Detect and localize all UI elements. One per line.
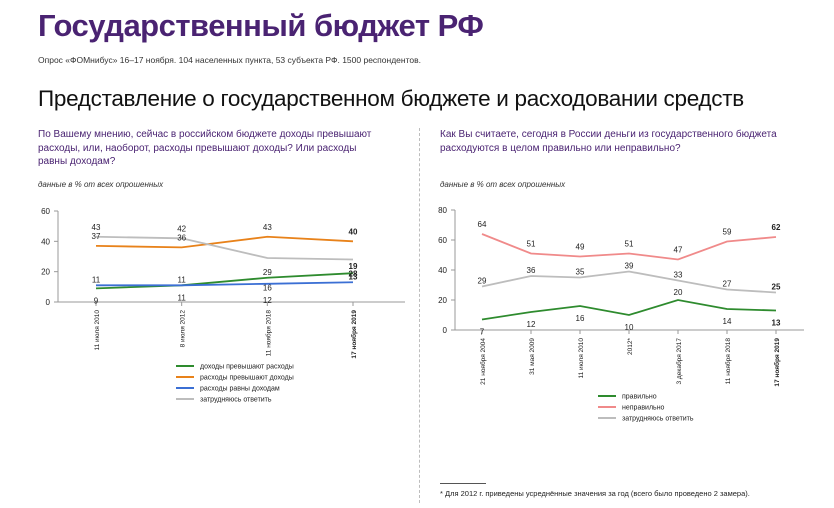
chart1-series-line [481,299,777,321]
chart1-x-tick-label: 17 ноября 2019 [773,338,781,387]
chart1-legend-label: правильно [622,394,657,401]
chart0-data-label: 36 [177,233,186,242]
chart0-data-label: 40 [349,227,358,236]
chart0-series-line [95,235,354,249]
left-question: По Вашему мнению, сейчас в российском бю… [38,129,372,167]
chart1-data-label: 12 [527,320,536,329]
chart1-data-label: 49 [576,243,585,252]
column-divider [419,128,420,503]
survey-subtitle: Опрос «ФОМнибус» 16–17 ноября. 104 насел… [38,55,421,65]
chart1-legend-label: неправильно [622,405,665,412]
chart1-data-label: 36 [527,266,536,275]
chart1-data-label: 29 [478,277,487,286]
chart1-y-tick-label: 20 [438,296,447,305]
chart1-y-tick-label: 0 [443,326,448,335]
chart1-y-tick-label: 60 [438,236,447,245]
chart1-y-tick-label: 80 [438,206,447,215]
chart1-x-tick-label: 11 ноября 2018 [724,338,732,385]
chart1-data-label: 59 [723,228,732,237]
chart1-data-label: 47 [674,246,683,255]
chart1-x-tick-label: 2012* [627,338,634,355]
chart0-data-label: 43 [263,223,272,232]
chart0-data-label: 11 [92,275,101,284]
chart1-data-label: 64 [478,220,487,229]
chart1-x-tick-label: 31 мая 2009 [529,338,536,375]
chart1-series-line [481,270,777,294]
chart1-data-label: 51 [625,240,634,249]
page-title: Государственный бюджет РФ [38,8,484,43]
chart0-x-tick-label: 11 июля 2010 [94,310,101,351]
chart1-data-label: 35 [576,268,585,277]
chart1-data-label: 13 [772,319,781,328]
chart1-y-tick-label: 40 [438,266,447,275]
right-question: Как Вы считаете, сегодня в России деньги… [440,129,777,154]
chart0-data-label: 13 [349,272,358,281]
chart0-data-label: 11 [178,293,187,302]
section-title: Представление о государственном бюджете … [38,86,744,111]
chart0-x-tick-label: 11 ноября 2018 [264,310,272,357]
chart1-data-label: 16 [576,314,585,323]
chart1-data-label: 14 [723,317,732,326]
chart0-data-label: 37 [92,232,101,241]
chart1-data-label: 27 [723,280,732,289]
chart0-series-line [95,235,354,261]
chart0-y-tick-label: 0 [46,298,51,307]
right-units-note: данные в % от всех опрошенных [440,180,566,189]
chart0-data-label: 16 [263,284,272,293]
footnote-rule [440,483,486,484]
left-units-note: данные в % от всех опрошенных [38,180,164,189]
chart0-data-label: 42 [177,224,186,233]
chart0-series-line [95,272,354,290]
chart0-data-label: 19 [349,262,358,271]
chart0-y-tick-label: 20 [41,268,50,277]
chart0-y-tick-label: 60 [41,207,50,216]
chart1-x-tick-label: 3 декабря 2017 [675,338,683,385]
chart1-x-tick-label: 21 ноября 2004 [479,338,487,385]
chart1-x-tick-label: 11 июля 2010 [578,338,585,379]
chart0-y-tick-label: 40 [41,237,50,246]
chart0-legend-label: затрудняюсь ответить [200,397,272,404]
chart1-data-label: 25 [772,283,781,292]
chart0-series-line [96,281,354,287]
chart0-legend-label: доходы превышают расходы [200,364,294,371]
chart0-legend-label: расходы превышают доходы [200,375,294,382]
chart1-series-line [481,233,777,261]
chart1-data-label: 62 [772,223,781,232]
chart0-legend-label: расходы равны доходам [200,386,280,393]
chart0-x-tick-label: 17 ноября 2019 [350,310,358,359]
chart0-data-label: 43 [92,223,101,232]
chart0-data-label: 11 [178,275,187,284]
chart0-data-label: 12 [263,296,272,305]
chart0-data-label: 29 [263,268,272,277]
chart1-data-label: 51 [527,240,536,249]
chart0-x-tick-label: 8 июля 2012 [180,310,187,348]
chart1-data-label: 10 [625,323,634,332]
chart1-legend-label: затрудняюсь ответить [622,416,694,423]
chart1-data-label: 7 [480,328,485,337]
chart0-data-label: 9 [94,296,99,305]
chart0-data-label: 28 [349,270,358,279]
footnote: * Для 2012 г. приведены усреднённые знач… [440,489,750,498]
chart1-data-label: 33 [674,271,683,280]
chart1-data-label: 20 [674,288,683,297]
chart1-data-label: 39 [625,262,634,271]
